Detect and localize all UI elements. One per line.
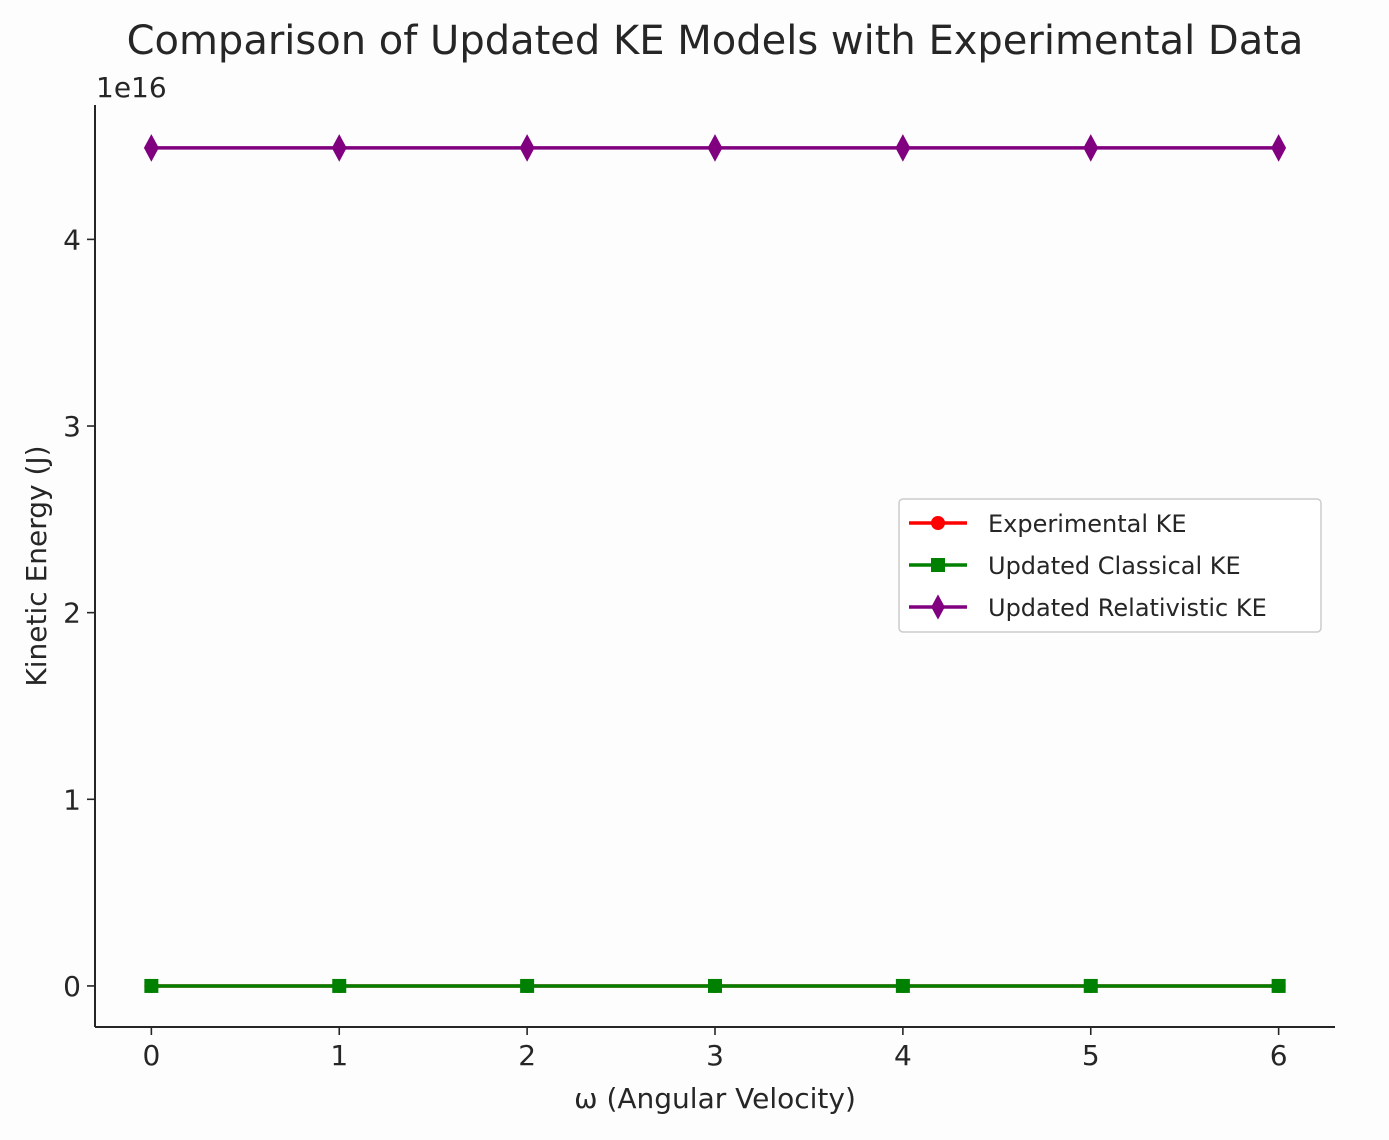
x-tick-label: 2: [518, 1039, 536, 1072]
legend-marker: [931, 516, 945, 530]
data-point: [895, 134, 911, 162]
legend-entry: Experimental KE: [909, 510, 1187, 538]
data-point: [143, 134, 159, 162]
y-tick-label: 2: [63, 597, 81, 630]
data-point: [144, 978, 159, 993]
legend: Experimental KE Updated Classical KE Updat…: [898, 498, 1322, 633]
chart-title: Comparison of Updated KE Models with Exp…: [127, 18, 1304, 64]
x-tick-label: 4: [894, 1039, 912, 1072]
x-tick-label: 0: [142, 1039, 160, 1072]
data-point: [331, 134, 347, 162]
legend-entry: Updated Classical KE: [909, 552, 1241, 580]
y-tick-label: 3: [63, 410, 81, 443]
x-tick-label: 5: [1082, 1039, 1100, 1072]
data-point: [1271, 134, 1287, 162]
data-point: [519, 134, 535, 162]
data-point: [1083, 134, 1099, 162]
legend-label: Updated Relativistic KE: [988, 594, 1267, 622]
y-tick-label: 0: [63, 970, 81, 1003]
data-point: [708, 978, 722, 993]
data-point: [1271, 978, 1286, 993]
legend-entry: Updated Relativistic KE: [909, 594, 1267, 622]
data-series: [143, 134, 1287, 993]
legend-marker: [931, 558, 945, 572]
x-axis-label: ω (Angular Velocity): [574, 1082, 856, 1115]
data-point: [520, 978, 535, 993]
data-point: [332, 978, 347, 993]
legend-box: [898, 498, 1322, 633]
x-tick-label: 6: [1270, 1039, 1288, 1072]
x-tick-label: 1: [330, 1039, 348, 1072]
legend-marker: [931, 594, 945, 620]
y-axis-label: Kinetic Energy (J): [20, 445, 53, 686]
series-updated-classical-ke: [144, 978, 1286, 993]
y-tick-label: 1: [63, 783, 81, 816]
y-tick-label: 4: [63, 223, 81, 256]
data-point: [1083, 978, 1098, 993]
tick-marks: 0 1 2 3 4 5 6 0 1 2 3 4: [63, 223, 1287, 1072]
data-point: [707, 134, 723, 162]
data-point: [895, 978, 910, 993]
x-tick-label: 3: [706, 1039, 724, 1072]
legend-label: Updated Classical KE: [988, 552, 1241, 580]
y-axis-offset-label: 1e16: [96, 71, 167, 104]
series-updated-relativistic-ke: [143, 134, 1287, 162]
legend-label: Experimental KE: [988, 510, 1187, 538]
